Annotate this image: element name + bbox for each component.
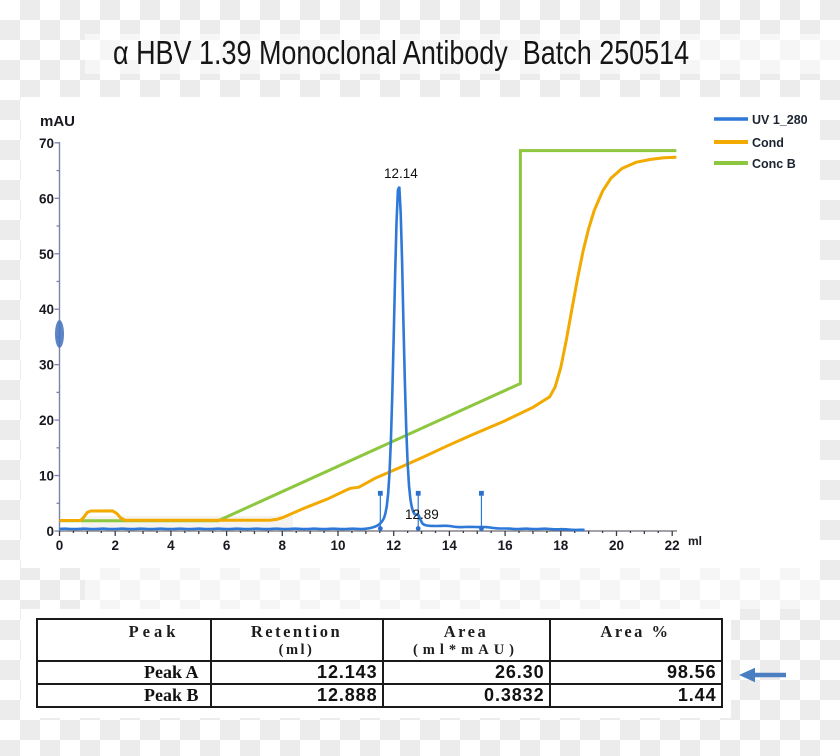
svg-text:0: 0 — [56, 538, 64, 553]
svg-text:mAU: mAU — [40, 113, 75, 130]
svg-text:6: 6 — [223, 538, 231, 553]
svg-text:2: 2 — [111, 538, 119, 553]
svg-text:20: 20 — [39, 413, 54, 428]
svg-text:12: 12 — [386, 538, 401, 553]
svg-text:ml: ml — [688, 534, 702, 548]
svg-text:Conc B: Conc B — [752, 157, 796, 171]
svg-text:12.89: 12.89 — [405, 507, 439, 522]
svg-text:8: 8 — [279, 538, 287, 553]
svg-text:70: 70 — [39, 136, 54, 151]
svg-text:0: 0 — [46, 524, 54, 539]
svg-text:4: 4 — [167, 538, 175, 553]
svg-text:50: 50 — [39, 247, 54, 262]
svg-text:16: 16 — [498, 538, 514, 553]
svg-text:40: 40 — [39, 302, 54, 317]
svg-text:60: 60 — [39, 191, 54, 206]
svg-text:UV 1_280: UV 1_280 — [752, 113, 808, 127]
svg-text:12.14: 12.14 — [384, 166, 418, 181]
svg-text:Cond: Cond — [752, 136, 784, 150]
svg-text:10: 10 — [330, 538, 345, 553]
svg-text:10: 10 — [39, 469, 54, 484]
svg-text:18: 18 — [553, 538, 569, 553]
svg-text:30: 30 — [39, 358, 54, 373]
svg-text:14: 14 — [442, 538, 458, 553]
svg-text:22: 22 — [665, 538, 680, 553]
svg-text:20: 20 — [609, 538, 624, 553]
